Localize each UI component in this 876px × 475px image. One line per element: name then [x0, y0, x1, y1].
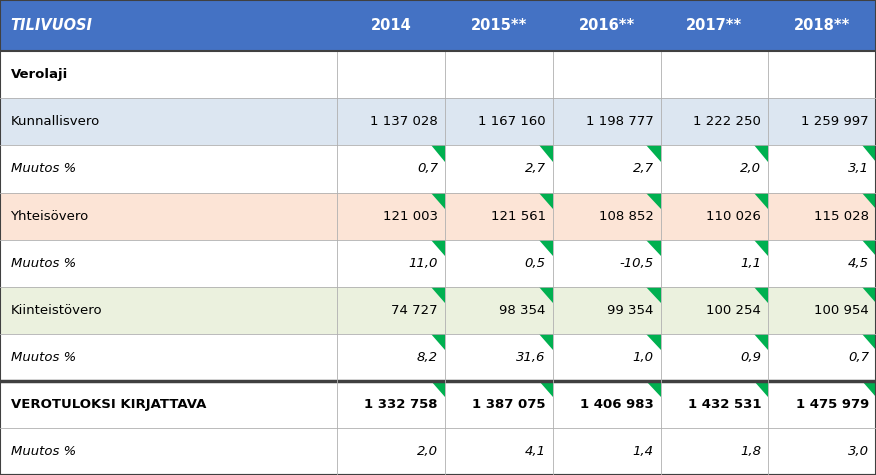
- Text: VEROTULOKSI KIRJATTAVA: VEROTULOKSI KIRJATTAVA: [11, 398, 206, 411]
- Polygon shape: [646, 287, 661, 303]
- Polygon shape: [862, 145, 876, 162]
- Text: 1,8: 1,8: [740, 445, 761, 458]
- Polygon shape: [754, 192, 768, 209]
- Polygon shape: [431, 192, 445, 209]
- Bar: [0, 192, 876, 239]
- Polygon shape: [646, 334, 661, 350]
- Text: 115 028: 115 028: [814, 209, 869, 223]
- Text: Yhteisövero: Yhteisövero: [11, 209, 88, 223]
- Polygon shape: [539, 287, 553, 303]
- Text: 100 954: 100 954: [814, 304, 869, 317]
- Polygon shape: [431, 287, 445, 303]
- Polygon shape: [431, 381, 445, 397]
- Text: 1 332 758: 1 332 758: [364, 398, 438, 411]
- Bar: [0, 145, 876, 192]
- Polygon shape: [539, 145, 553, 162]
- Text: 0,7: 0,7: [848, 351, 869, 364]
- Polygon shape: [646, 192, 661, 209]
- Polygon shape: [646, 145, 661, 162]
- Polygon shape: [431, 145, 445, 162]
- Text: 1 475 979: 1 475 979: [795, 398, 869, 411]
- Text: Muutos %: Muutos %: [11, 445, 75, 458]
- Bar: [0, 428, 876, 475]
- Text: 121 561: 121 561: [491, 209, 546, 223]
- Text: 0,9: 0,9: [740, 351, 761, 364]
- Polygon shape: [862, 287, 876, 303]
- Text: 2015**: 2015**: [470, 18, 527, 33]
- Text: 1 167 160: 1 167 160: [478, 115, 546, 128]
- Bar: [0, 287, 876, 334]
- Text: Muutos %: Muutos %: [11, 351, 75, 364]
- Text: 2,7: 2,7: [632, 162, 653, 175]
- Polygon shape: [754, 334, 768, 350]
- Text: 108 852: 108 852: [598, 209, 653, 223]
- Polygon shape: [862, 192, 876, 209]
- Text: 1,1: 1,1: [740, 256, 761, 270]
- Text: 2016**: 2016**: [578, 18, 635, 33]
- Polygon shape: [539, 381, 553, 397]
- Text: 3,1: 3,1: [848, 162, 869, 175]
- Text: 110 026: 110 026: [706, 209, 761, 223]
- Text: 1 198 777: 1 198 777: [586, 115, 653, 128]
- Bar: [0, 98, 876, 145]
- Text: 2,0: 2,0: [417, 445, 438, 458]
- Text: 1 432 531: 1 432 531: [688, 398, 761, 411]
- Text: 11,0: 11,0: [408, 256, 438, 270]
- Text: 2018**: 2018**: [794, 18, 851, 33]
- Text: 2,7: 2,7: [525, 162, 546, 175]
- Text: TILIVUOSI: TILIVUOSI: [11, 18, 93, 33]
- Text: -10,5: -10,5: [619, 256, 653, 270]
- Text: Muutos %: Muutos %: [11, 256, 75, 270]
- Text: 74 727: 74 727: [392, 304, 438, 317]
- Text: 2014: 2014: [371, 18, 412, 33]
- Text: 98 354: 98 354: [499, 304, 546, 317]
- Polygon shape: [431, 239, 445, 256]
- Polygon shape: [754, 145, 768, 162]
- Text: 4,1: 4,1: [525, 445, 546, 458]
- Text: Kiinteistövero: Kiinteistövero: [11, 304, 102, 317]
- Polygon shape: [862, 381, 876, 397]
- Text: 2017**: 2017**: [686, 18, 743, 33]
- Polygon shape: [754, 381, 768, 397]
- Text: 4,5: 4,5: [848, 256, 869, 270]
- Bar: [0, 334, 876, 381]
- Text: Verolaji: Verolaji: [11, 68, 67, 81]
- Text: 2,0: 2,0: [740, 162, 761, 175]
- Polygon shape: [754, 239, 768, 256]
- Polygon shape: [431, 334, 445, 350]
- Bar: [0, 0, 876, 51]
- Polygon shape: [539, 334, 553, 350]
- Polygon shape: [646, 381, 661, 397]
- Text: 1 259 997: 1 259 997: [802, 115, 869, 128]
- Text: Kunnallisvero: Kunnallisvero: [11, 115, 100, 128]
- Polygon shape: [646, 239, 661, 256]
- Text: 1 137 028: 1 137 028: [371, 115, 438, 128]
- Text: 0,5: 0,5: [525, 256, 546, 270]
- Text: 0,7: 0,7: [417, 162, 438, 175]
- Text: 31,6: 31,6: [516, 351, 546, 364]
- Text: 121 003: 121 003: [383, 209, 438, 223]
- Text: Muutos %: Muutos %: [11, 162, 75, 175]
- Bar: [0, 51, 876, 98]
- Text: 3,0: 3,0: [848, 445, 869, 458]
- Polygon shape: [754, 287, 768, 303]
- Text: 1 406 983: 1 406 983: [580, 398, 653, 411]
- Polygon shape: [539, 239, 553, 256]
- Bar: [0, 239, 876, 287]
- Polygon shape: [862, 239, 876, 256]
- Text: 99 354: 99 354: [607, 304, 653, 317]
- Polygon shape: [862, 334, 876, 350]
- Polygon shape: [539, 192, 553, 209]
- Text: 8,2: 8,2: [417, 351, 438, 364]
- Text: 1 387 075: 1 387 075: [472, 398, 546, 411]
- Text: 1,0: 1,0: [632, 351, 653, 364]
- Text: 1 222 250: 1 222 250: [694, 115, 761, 128]
- Text: 100 254: 100 254: [706, 304, 761, 317]
- Bar: [0, 381, 876, 428]
- Text: 1,4: 1,4: [632, 445, 653, 458]
